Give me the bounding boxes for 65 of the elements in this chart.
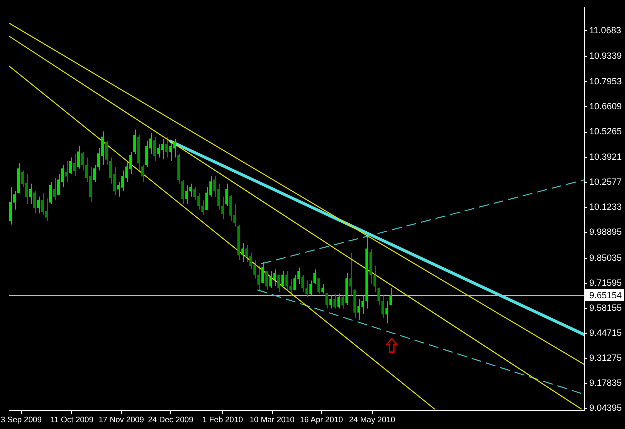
- candlestick: [338, 293, 340, 310]
- y-tick-label: 9.58155: [589, 302, 622, 313]
- candlestick: [49, 181, 52, 205]
- candlestick: [342, 295, 344, 310]
- candlestick: [69, 157, 72, 175]
- y-tick-label: 9.85035: [589, 252, 622, 263]
- candlestick: [318, 278, 320, 294]
- y-tick-label: 10.2577: [589, 176, 622, 187]
- x-tick-label: 3 Sep 2009: [0, 415, 42, 424]
- candlestick: [174, 138, 176, 158]
- candlestick: [226, 183, 228, 207]
- candlestick: [358, 298, 360, 320]
- x-tick-label: 1 Feb 2010: [202, 415, 244, 424]
- x-tick-label: 17 Nov 2009: [98, 415, 145, 424]
- candlestick: [166, 136, 168, 158]
- candlestick: [162, 138, 164, 160]
- candlestick: [33, 190, 36, 214]
- candlestick: [262, 262, 264, 284]
- candlestick: [294, 274, 296, 291]
- x-tick-label: 10 Mar 2010: [250, 415, 296, 424]
- candlestick: [25, 174, 28, 205]
- candlestick: [9, 187, 12, 226]
- candlestick: [334, 293, 336, 310]
- y-tick-label: 9.44715: [589, 328, 622, 338]
- y-tick-label: 9.04395: [589, 403, 622, 414]
- candlestick: [330, 295, 332, 310]
- x-tick-label: 16 Apr 2010: [300, 415, 344, 424]
- candlestick: [78, 146, 80, 170]
- candlestick: [154, 136, 156, 162]
- x-tick-label: 11 Oct 2009: [50, 415, 94, 424]
- y-tick-label: 10.3921: [589, 152, 622, 162]
- y-tick-label: 10.7953: [589, 76, 622, 87]
- candlestick: [370, 248, 372, 286]
- candlestick: [274, 269, 276, 287]
- y-tick-label: 11.0683: [589, 26, 622, 36]
- candlestick: [302, 274, 304, 292]
- candlestick: [246, 244, 248, 263]
- x-tick-label: 24 May 2010: [349, 415, 396, 424]
- candlestick: [322, 284, 324, 294]
- ref-line-label: 9.65154: [589, 290, 622, 300]
- candlestick: [270, 270, 272, 289]
- y-tick-label: 10.9339: [589, 50, 622, 61]
- candlestick: [37, 196, 40, 214]
- candlestick: [326, 293, 328, 310]
- y-tick-label: 10.1233: [589, 202, 622, 212]
- y-tick-label: 9.98895: [589, 226, 622, 237]
- y-tick-label: 9.71595: [589, 278, 622, 288]
- candlestick: [266, 270, 268, 291]
- y-tick-label: 10.6609: [589, 102, 622, 112]
- candlestick: [74, 153, 76, 177]
- candlestick: [41, 192, 44, 216]
- candlestick: [278, 274, 280, 292]
- y-tick-label: 9.31275: [589, 353, 622, 364]
- x-tick-label: 24 Dec 2009: [148, 415, 194, 424]
- candlestick: [186, 185, 188, 205]
- candlestick: [286, 270, 288, 291]
- candlestick: [242, 242, 244, 263]
- y-tick-label: 10.5265: [589, 126, 622, 137]
- candlestick: [146, 140, 148, 168]
- y-tick-label: 9.17835: [589, 378, 622, 388]
- candlestick: [230, 194, 232, 222]
- candlestick: [53, 178, 56, 202]
- candlestick: [282, 270, 284, 287]
- candlestick: [158, 144, 160, 158]
- candlestick: [29, 183, 32, 205]
